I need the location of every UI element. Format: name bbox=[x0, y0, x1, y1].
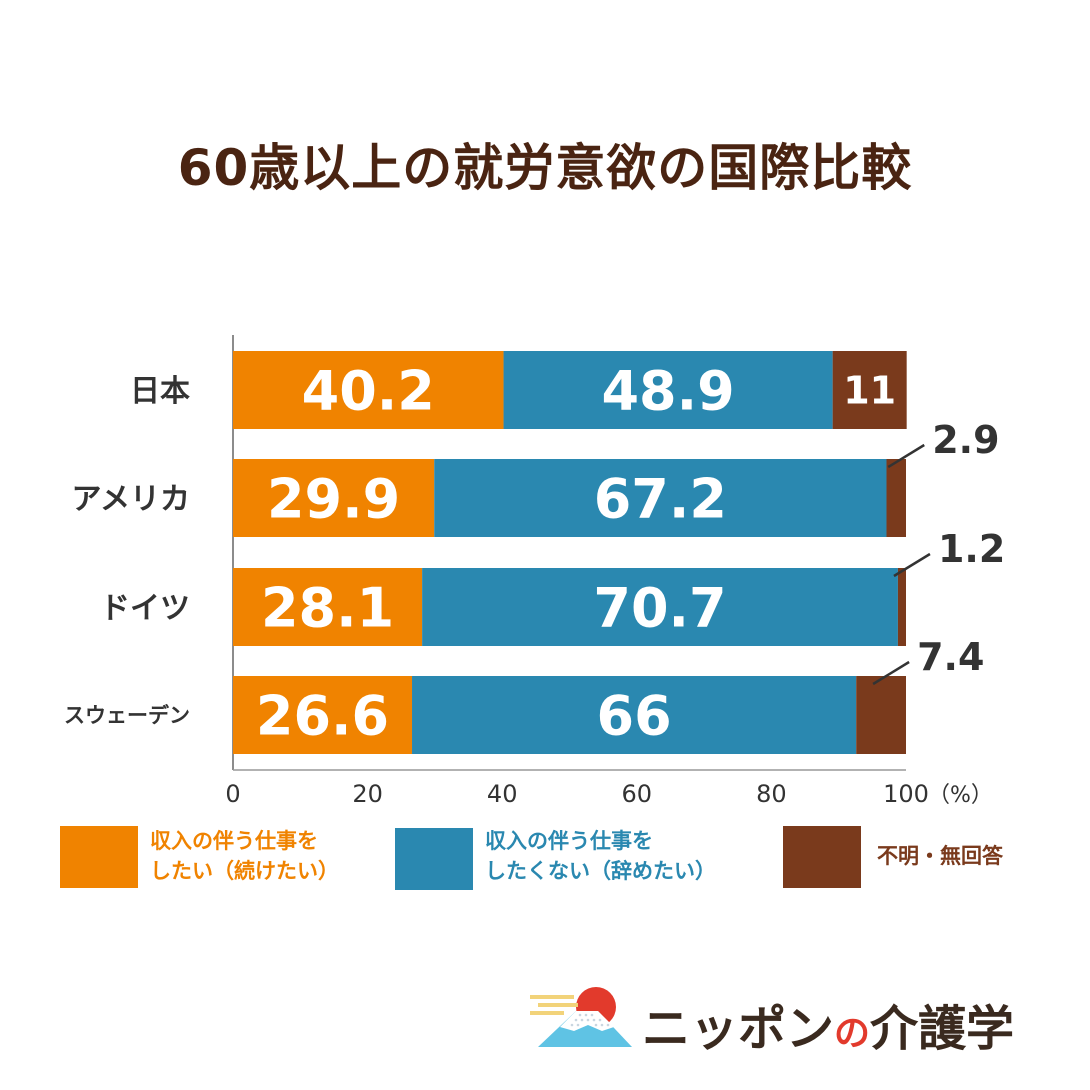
brand-name: ニッポンの介護学 bbox=[642, 989, 1014, 1059]
brand-name-part2: 介護学 bbox=[870, 1001, 1015, 1057]
bar-unknown bbox=[856, 676, 906, 754]
x-tick-label: 60 bbox=[622, 780, 653, 808]
legend-label-continue: 収入の伴う仕事を したい（続けたい） bbox=[150, 826, 339, 886]
callout-line bbox=[893, 552, 931, 578]
category-label: ドイツ bbox=[100, 591, 190, 626]
bar-unknown bbox=[886, 459, 906, 537]
data-label-callout: 2.9 bbox=[932, 418, 999, 462]
mount-fuji-sun-icon bbox=[530, 987, 632, 1047]
data-label: 66 bbox=[597, 684, 672, 747]
category-label: アメリカ bbox=[72, 482, 191, 517]
x-tick-label: 20 bbox=[352, 780, 383, 808]
legend-swatch-unknown bbox=[783, 826, 861, 888]
x-tick-label: 80 bbox=[756, 780, 787, 808]
legend-line: 収入の伴う仕事を bbox=[150, 829, 318, 853]
bar-quit bbox=[422, 568, 898, 646]
x-tick-label: 0 bbox=[225, 780, 240, 808]
data-label: 48.9 bbox=[601, 359, 734, 422]
bar-unknown bbox=[832, 351, 907, 429]
legend-label-quit: 収入の伴う仕事を したくない（辞めたい） bbox=[485, 826, 716, 886]
x-unit-label: （%） bbox=[928, 783, 993, 808]
legend-swatch-continue bbox=[60, 826, 138, 888]
category-label: スウェーデン bbox=[64, 704, 190, 728]
data-label: 70.7 bbox=[593, 576, 726, 639]
data-label: 67.2 bbox=[594, 467, 727, 530]
legend-line: 収入の伴う仕事を bbox=[485, 829, 653, 853]
brand-name-part1: ニッポン bbox=[642, 1001, 835, 1057]
data-label: 26.6 bbox=[256, 684, 389, 747]
data-label: 11 bbox=[843, 369, 896, 413]
data-label: 28.1 bbox=[261, 576, 394, 639]
bar-continue bbox=[233, 676, 413, 754]
callout-line bbox=[872, 660, 910, 686]
chart-title: 60歳以上の就労意欲の国際比較 bbox=[177, 139, 913, 197]
brand-logo: ニッポンの介護学 bbox=[530, 985, 1070, 1057]
brand-name-particle: の bbox=[834, 1013, 871, 1054]
bar-continue bbox=[233, 568, 423, 646]
data-label-callout: 7.4 bbox=[917, 635, 984, 679]
data-label: 40.2 bbox=[302, 359, 435, 422]
legend-line: したくない（辞めたい） bbox=[485, 859, 716, 883]
bar-quit bbox=[412, 676, 857, 754]
bar-continue bbox=[233, 459, 435, 537]
data-label: 29.9 bbox=[267, 467, 400, 530]
bar-quit bbox=[503, 351, 833, 429]
legend-line: したい（続けたい） bbox=[150, 859, 339, 883]
x-tick-label: 40 bbox=[487, 780, 518, 808]
bar-unknown bbox=[897, 568, 906, 646]
bar-quit bbox=[434, 459, 887, 537]
callout-line bbox=[887, 443, 925, 469]
legend-swatch-quit bbox=[395, 828, 473, 890]
legend-line: 不明・無回答 bbox=[877, 844, 1003, 868]
category-label: 日本 bbox=[130, 374, 190, 409]
x-tick-label: 100 bbox=[883, 780, 929, 808]
bar-continue bbox=[233, 351, 504, 429]
data-label-callout: 1.2 bbox=[938, 527, 1005, 571]
legend-label-unknown: 不明・無回答 bbox=[877, 841, 1003, 871]
